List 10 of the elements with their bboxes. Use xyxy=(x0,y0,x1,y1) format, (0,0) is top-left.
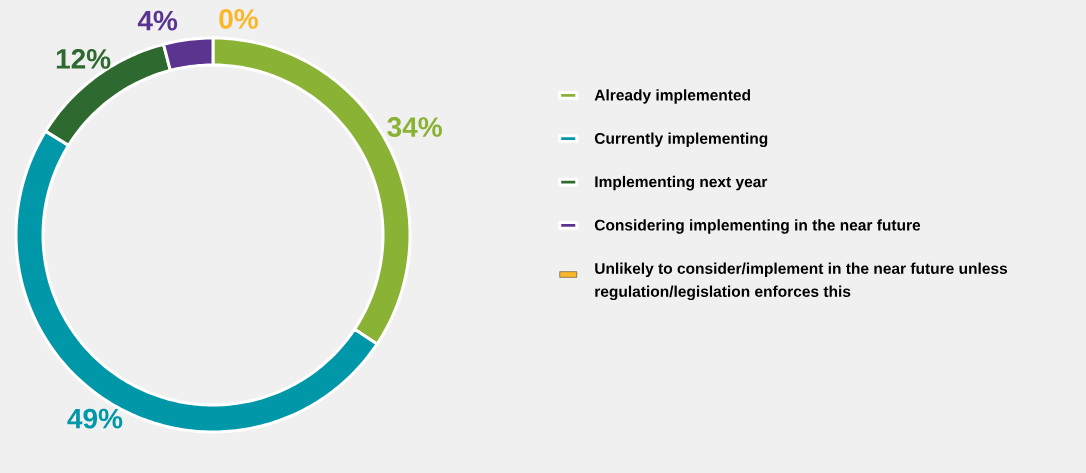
legend-label: Already implemented xyxy=(594,89,750,104)
data-label: 49% xyxy=(67,408,123,429)
data-label: 34% xyxy=(387,117,442,137)
data-label: 12% xyxy=(56,48,111,69)
legend-label: Implementing next year xyxy=(595,175,768,191)
legend-label: Considering implementing in the near future xyxy=(594,219,921,234)
legend-label: Currently implementing xyxy=(594,132,768,148)
legend-label: Unlikely to consider/implement in the near future unless regulation/legislation enforces this xyxy=(595,262,1008,301)
text: 0% xyxy=(219,8,258,29)
data-label: 4% xyxy=(137,10,178,31)
